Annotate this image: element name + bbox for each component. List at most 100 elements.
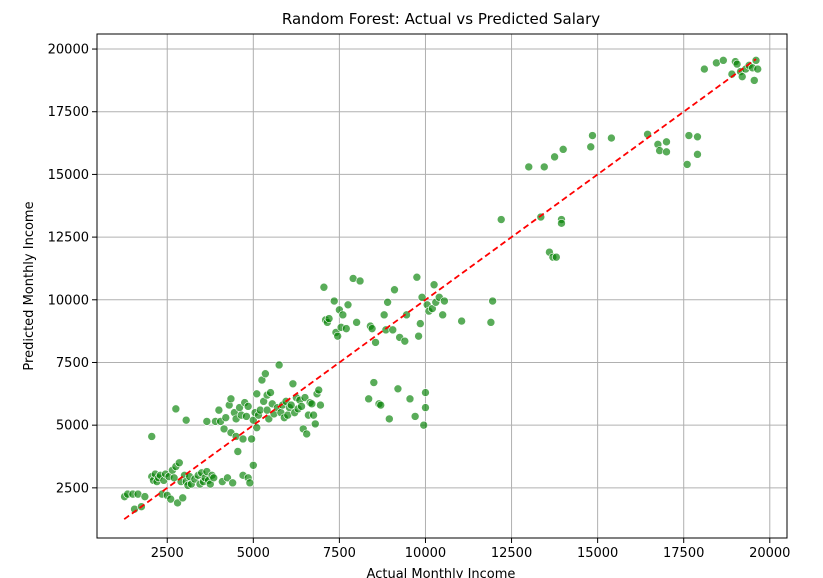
data-point — [307, 399, 317, 409]
y-tick-label: 20000 — [48, 43, 89, 58]
data-point — [302, 429, 311, 439]
data-point — [400, 336, 410, 346]
data-point — [245, 478, 255, 488]
data-point — [338, 310, 348, 320]
data-point — [233, 447, 243, 456]
data-point — [367, 324, 377, 333]
data-point — [369, 378, 379, 387]
data-point — [662, 147, 671, 157]
data-point — [488, 296, 497, 306]
data-point — [249, 460, 258, 470]
data-point — [700, 64, 709, 74]
data-point — [416, 319, 425, 328]
data-point — [319, 282, 329, 292]
data-point — [684, 131, 694, 140]
data-point — [202, 417, 212, 426]
data-point — [496, 215, 506, 224]
data-points — [120, 56, 763, 514]
data-point — [539, 162, 549, 172]
y-axis-label: Predicted Monthly Income — [22, 201, 37, 370]
y-tick-label: 15000 — [48, 168, 89, 183]
x-tick-label: 2500 — [151, 546, 184, 561]
data-point — [333, 331, 342, 341]
data-point — [310, 419, 320, 429]
data-point — [457, 316, 466, 326]
data-point — [421, 403, 430, 412]
data-point — [214, 405, 224, 415]
y-tick-label: 7500 — [56, 356, 89, 371]
data-point — [228, 478, 237, 488]
data-point — [261, 369, 270, 379]
data-point — [329, 296, 339, 306]
data-point — [421, 388, 430, 397]
data-point — [226, 394, 236, 404]
data-point — [274, 360, 284, 370]
data-point — [557, 219, 566, 228]
data-point — [410, 412, 420, 421]
y-tick-label: 12500 — [48, 231, 89, 246]
data-point — [732, 59, 742, 69]
data-point — [388, 325, 398, 335]
data-point — [300, 393, 310, 402]
data-point — [343, 300, 353, 310]
data-point — [242, 412, 251, 421]
data-point — [550, 152, 559, 162]
data-point — [414, 331, 423, 341]
x-tick-label: 10000 — [405, 546, 446, 561]
data-point — [417, 292, 427, 302]
data-point — [314, 385, 324, 395]
y-tick-label: 2500 — [56, 481, 89, 496]
data-point — [552, 252, 561, 262]
x-axis-ticks: 2500 5000 7500 10000 12500 15000 17500 20000 — [151, 538, 790, 561]
data-point — [243, 402, 253, 411]
x-tick-label: 5000 — [237, 546, 270, 561]
data-point — [753, 64, 763, 74]
y-tick-label: 5000 — [56, 419, 89, 434]
data-point — [419, 420, 429, 430]
data-point — [486, 318, 496, 327]
data-point — [390, 285, 399, 295]
chart-title: Random Forest: Actual vs Predicted Salar… — [282, 10, 600, 28]
data-point — [405, 394, 415, 404]
data-point — [297, 402, 306, 411]
data-point — [438, 310, 447, 320]
plot-frame — [96, 33, 788, 539]
data-point — [751, 56, 761, 65]
data-point — [286, 400, 296, 410]
data-point — [371, 338, 380, 347]
data-point — [178, 493, 188, 503]
data-point — [316, 400, 325, 410]
data-point — [266, 388, 275, 397]
data-point — [412, 272, 422, 282]
data-point — [558, 145, 568, 154]
data-point — [355, 276, 365, 286]
data-point — [221, 413, 231, 422]
data-point — [223, 473, 232, 483]
data-point — [147, 432, 157, 441]
data-point — [586, 142, 596, 152]
data-point — [385, 414, 394, 424]
data-point — [693, 132, 702, 142]
reference-line — [123, 58, 757, 520]
x-tick-label: 17500 — [663, 546, 704, 561]
data-point — [440, 296, 449, 306]
x-tick-label: 20000 — [749, 546, 790, 561]
data-point — [393, 384, 403, 394]
x-tick-label: 7500 — [323, 546, 356, 561]
data-point — [379, 310, 389, 320]
y-tick-label: 10000 — [48, 293, 89, 308]
y-tick-label: 17500 — [48, 105, 89, 120]
x-tick-label: 12500 — [491, 546, 532, 561]
data-point — [166, 494, 175, 504]
data-point — [209, 473, 219, 483]
x-tick-label: 15000 — [577, 546, 618, 561]
data-point — [693, 150, 702, 159]
data-point — [174, 458, 184, 468]
data-point — [247, 434, 256, 444]
data-point — [662, 137, 671, 147]
data-point — [264, 414, 274, 424]
data-point — [682, 160, 692, 169]
data-point — [737, 72, 747, 81]
data-point — [429, 280, 439, 290]
